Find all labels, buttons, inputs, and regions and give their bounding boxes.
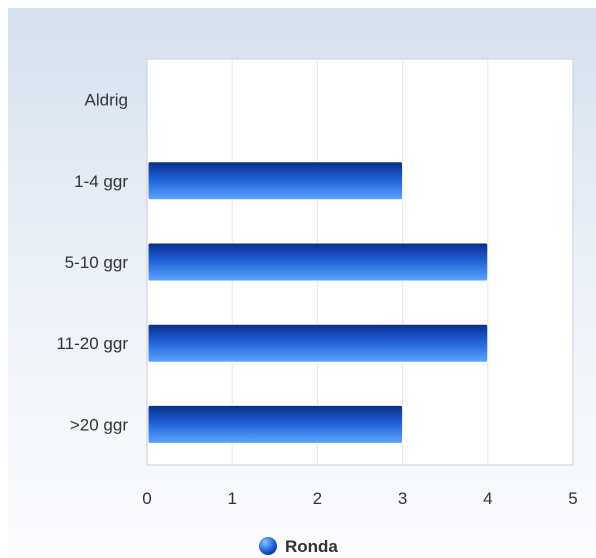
bar[interactable] <box>147 242 489 282</box>
category-label: Aldrig <box>85 91 128 110</box>
bars <box>147 161 489 444</box>
category-label: >20 ggr <box>70 415 128 434</box>
legend-label: Ronda <box>285 537 338 556</box>
bar[interactable] <box>147 323 489 363</box>
x-tick-label: 3 <box>398 489 407 508</box>
bar-chart: Aldrig 1-4 ggr 5-10 ggr 11-20 ggr >20 ggr 0 1… <box>56 58 578 556</box>
bar[interactable] <box>147 161 404 201</box>
category-label: 5-10 ggr <box>65 253 129 272</box>
x-tick-label: 5 <box>568 489 577 508</box>
legend-marker-icon <box>259 537 277 555</box>
category-labels: Aldrig 1-4 ggr 5-10 ggr 11-20 ggr >20 ggr <box>56 91 128 435</box>
category-label: 1-4 ggr <box>74 172 128 191</box>
category-label: 11-20 ggr <box>56 334 128 353</box>
x-tick-label: 4 <box>483 489 492 508</box>
x-tick-label: 2 <box>313 489 322 508</box>
x-tick-label: 1 <box>227 489 236 508</box>
legend[interactable]: Ronda <box>259 537 338 556</box>
chart-panel: Aldrig 1-4 ggr 5-10 ggr 11-20 ggr >20 ggr 0 1… <box>8 8 596 558</box>
bar[interactable] <box>147 404 404 444</box>
x-tick-label: 0 <box>142 489 151 508</box>
x-tick-labels: 0 1 2 3 4 5 <box>142 489 577 508</box>
